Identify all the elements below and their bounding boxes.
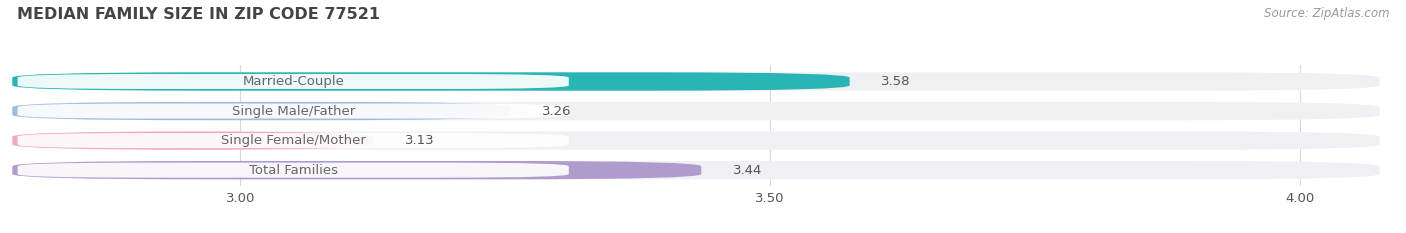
FancyBboxPatch shape	[18, 103, 569, 119]
Text: 3.13: 3.13	[405, 134, 434, 147]
Text: 3.58: 3.58	[882, 75, 911, 88]
FancyBboxPatch shape	[18, 163, 569, 178]
Text: 3.44: 3.44	[733, 164, 762, 177]
FancyBboxPatch shape	[13, 102, 1379, 120]
FancyBboxPatch shape	[13, 161, 1379, 179]
Text: Total Families: Total Families	[249, 164, 337, 177]
Text: Married-Couple: Married-Couple	[242, 75, 344, 88]
FancyBboxPatch shape	[13, 131, 373, 150]
FancyBboxPatch shape	[13, 161, 702, 179]
Text: Single Female/Mother: Single Female/Mother	[221, 134, 366, 147]
FancyBboxPatch shape	[13, 72, 849, 91]
FancyBboxPatch shape	[18, 74, 569, 89]
Text: Source: ZipAtlas.com: Source: ZipAtlas.com	[1264, 7, 1389, 20]
FancyBboxPatch shape	[13, 102, 510, 120]
FancyBboxPatch shape	[18, 133, 569, 148]
Text: 3.26: 3.26	[543, 105, 572, 117]
FancyBboxPatch shape	[13, 72, 1379, 91]
Text: Single Male/Father: Single Male/Father	[232, 105, 354, 117]
Text: MEDIAN FAMILY SIZE IN ZIP CODE 77521: MEDIAN FAMILY SIZE IN ZIP CODE 77521	[17, 7, 380, 22]
FancyBboxPatch shape	[13, 131, 1379, 150]
